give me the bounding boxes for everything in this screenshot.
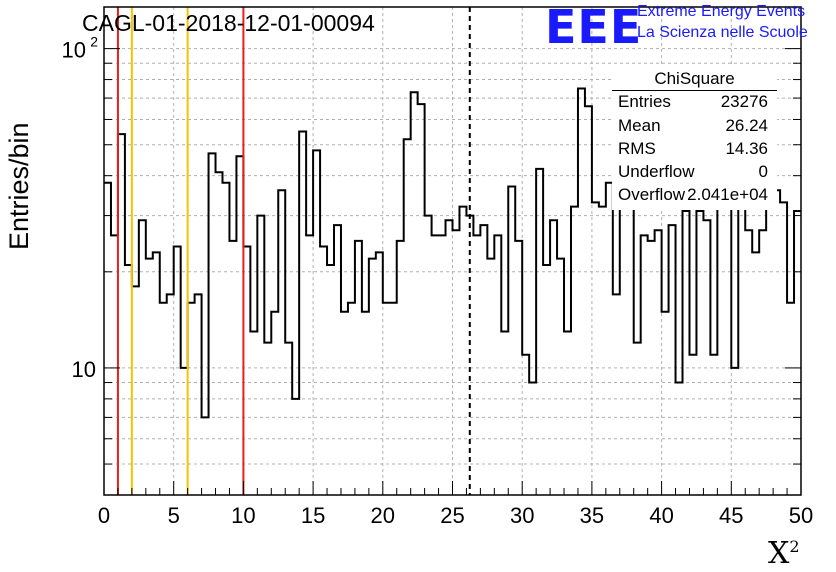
stats-value: 14.36	[725, 139, 768, 158]
stats-value: 26.24	[725, 116, 768, 135]
chart-title: CAGL-01-2018-12-01-00094	[82, 10, 375, 36]
logo-subtitle-1: Extreme Energy Events	[637, 3, 806, 20]
x-tick-label: 45	[719, 503, 743, 528]
x-tick-label: 15	[301, 503, 325, 528]
stats-value: 2.041e+04	[687, 185, 768, 204]
x-tick-label: 30	[510, 503, 534, 528]
stats-key: Underflow	[618, 162, 695, 181]
x-axis-label-base: X	[768, 536, 790, 571]
y-axis-label: Entries/bin	[4, 122, 34, 250]
stats-key: Overflow	[618, 185, 686, 204]
x-tick-label: 0	[98, 503, 110, 528]
x-tick-label: 10	[231, 503, 255, 528]
logo-subtitle-2: La Scienza nelle Scuole	[637, 24, 808, 41]
stats-key: Entries	[618, 92, 671, 111]
x-tick-label: 5	[168, 503, 180, 528]
stats-key: Mean	[618, 116, 661, 135]
eee-logo: EEE	[545, 0, 643, 54]
stats-key: RMS	[618, 139, 656, 158]
x-tick-label: 50	[789, 503, 813, 528]
stats-box: ChiSquare Entries 23276 Mean 26.24 RMS 1…	[612, 66, 777, 210]
y-tick-label: 10	[72, 357, 96, 382]
stats-value: 23276	[720, 92, 768, 111]
x-tick-label: 25	[440, 503, 464, 528]
x-tick-label: 20	[371, 503, 395, 528]
stats-title-rule	[612, 90, 777, 91]
stats-value: 0	[758, 162, 768, 181]
histogram-step-line	[104, 87, 801, 419]
stats-title: ChiSquare	[654, 69, 735, 88]
x-axis-label: X2	[768, 536, 800, 571]
y-tick-label: 10	[62, 38, 86, 63]
x-axis-label-superscript: 2	[789, 537, 800, 556]
x-tick-label: 35	[580, 503, 604, 528]
y-tick-label-exponent: 2	[90, 34, 98, 50]
x-tick-label: 40	[649, 503, 673, 528]
